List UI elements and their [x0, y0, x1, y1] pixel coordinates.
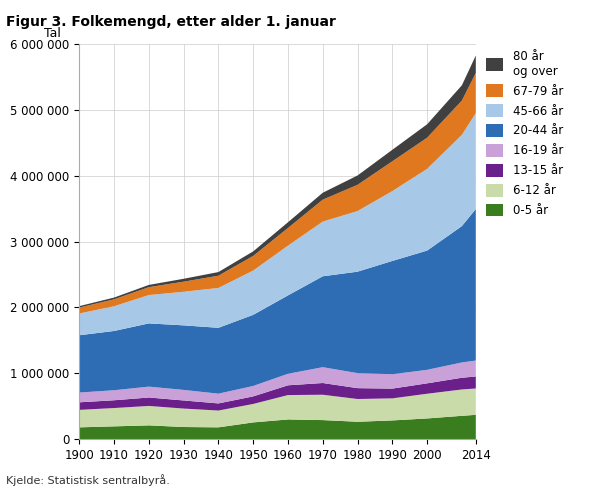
Text: Figur 3. Folkemengd, etter alder 1. januar: Figur 3. Folkemengd, etter alder 1. janu…: [6, 15, 336, 29]
Text: Tal: Tal: [44, 27, 60, 40]
Legend: 80 år
og over, 67-79 år, 45-66 år, 20-44 år, 16-19 år, 13-15 år, 6-12 år, 0-5 år: 80 år og over, 67-79 år, 45-66 år, 20-44…: [486, 50, 563, 217]
Text: Kjelde: Statistisk sentralbyrå.: Kjelde: Statistisk sentralbyrå.: [6, 474, 170, 486]
